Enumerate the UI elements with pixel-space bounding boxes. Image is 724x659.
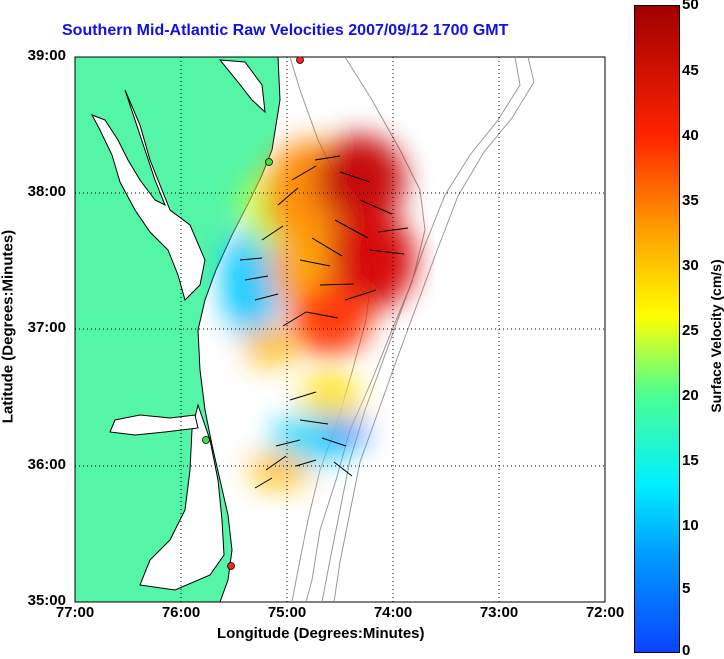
colorbar-tick: 20	[682, 387, 699, 404]
y-tick-label: 38:00	[27, 183, 66, 200]
x-tick-label: 73:00	[479, 604, 519, 621]
chesapeake-bay	[90, 89, 206, 301]
colorbar-label: Surface Velocity (cm/s)	[708, 259, 724, 413]
y-tick-label: 37:00	[27, 319, 66, 336]
colorbar-tick: 5	[682, 580, 691, 597]
x-tick-label: 77:00	[55, 604, 95, 621]
x-tick-label: 74:00	[373, 604, 413, 621]
x-tick-label: 75:00	[267, 604, 307, 621]
colorbar-tick: 50	[682, 0, 699, 13]
map-title: Southern Mid-Atlantic Raw Velocities 200…	[62, 22, 509, 39]
colorbar-tick: 40	[682, 127, 699, 144]
y-tick-label: 39:00	[27, 47, 66, 64]
station-marker	[296, 57, 304, 64]
y-axis-label: Latitude (Degrees:Minutes)	[0, 229, 17, 424]
colorbar-tick: 35	[682, 192, 699, 209]
colorbar-tick: 25	[682, 322, 699, 339]
colorbar-tick: 45	[682, 62, 699, 79]
y-tick-label: 36:00	[27, 456, 66, 473]
station-marker	[202, 436, 210, 444]
x-axis-label: Longitude (Degrees:Minutes)	[217, 625, 425, 642]
velocity-field	[222, 135, 415, 488]
x-tick-label: 72:00	[585, 604, 625, 621]
station-marker	[265, 158, 273, 166]
delaware-bay	[218, 59, 266, 114]
station-marker	[227, 562, 235, 570]
y-tick-label: 35:00	[27, 592, 66, 609]
colorbar-tick: 0	[682, 642, 691, 659]
colorbar-tick: 30	[682, 257, 699, 274]
colorbar-tick: 15	[682, 452, 699, 469]
colorbar-tick: 10	[682, 517, 699, 534]
colorbar	[634, 5, 680, 653]
x-tick-label: 76:00	[161, 604, 201, 621]
albemarle-sound	[109, 414, 199, 436]
velocity-vectors	[239, 155, 409, 489]
grid-lines	[75, 57, 605, 602]
pamlico-sound	[139, 403, 225, 591]
